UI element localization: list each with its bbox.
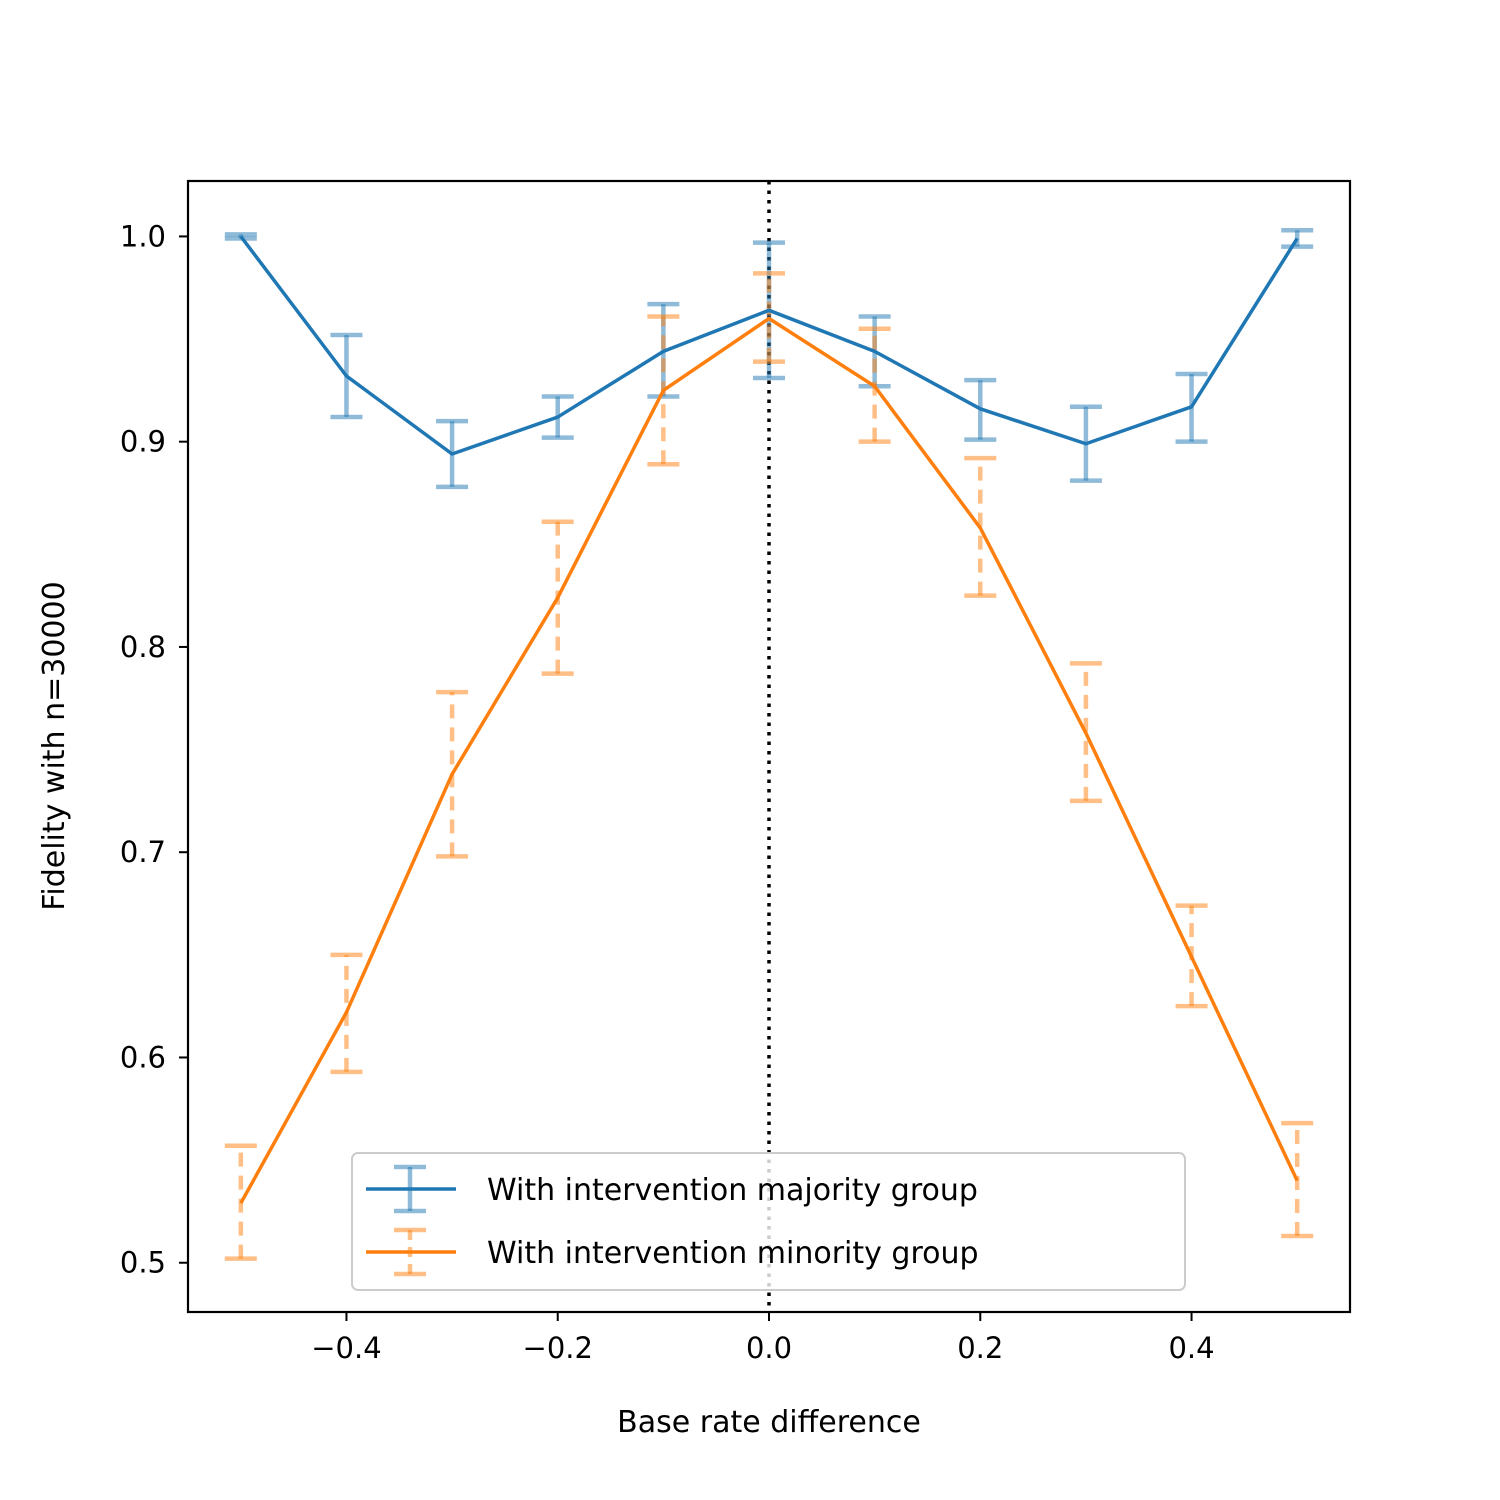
legend-entry: With intervention majority group: [366, 1164, 978, 1214]
errorbar: [1069, 661, 1102, 804]
y-tick-label: 1.0: [120, 219, 166, 253]
legend-label: With intervention minority group: [487, 1236, 979, 1271]
y-tick-label: 0.6: [120, 1040, 166, 1074]
y-tick-label: 0.5: [120, 1246, 166, 1280]
x-tick-label: 0.4: [1168, 1331, 1214, 1365]
x-tick-label: 0.0: [746, 1331, 792, 1365]
tick-layer: −0.4 −0.2 0.0 0.2 0.4 0.5 0.6 0.7 0.8 0.9 1.0: [120, 219, 1215, 1365]
y-tick-label: 0.7: [120, 835, 166, 869]
legend-entry: With intervention minority group: [366, 1227, 979, 1277]
x-tick-label: 0.2: [957, 1331, 1003, 1365]
y-axis-label: Fidelity with n=30000: [37, 581, 72, 910]
series-line: [239, 235, 1299, 456]
series-line: [239, 316, 1299, 1205]
y-tick-label: 0.8: [120, 630, 166, 664]
x-axis-label: Base rate difference: [617, 1405, 921, 1440]
y-tick-label: 0.9: [120, 425, 166, 459]
legend-box: [351, 1152, 1186, 1291]
x-tick-label: −0.2: [523, 1331, 593, 1365]
x-tick-label: −0.4: [311, 1331, 381, 1365]
errorbar: [964, 455, 997, 598]
errorbar: [753, 271, 785, 364]
legend: With intervention majority group With int…: [351, 1152, 1186, 1291]
series-line-layer: [239, 235, 1299, 1205]
legend-label: With intervention majority group: [487, 1173, 978, 1208]
